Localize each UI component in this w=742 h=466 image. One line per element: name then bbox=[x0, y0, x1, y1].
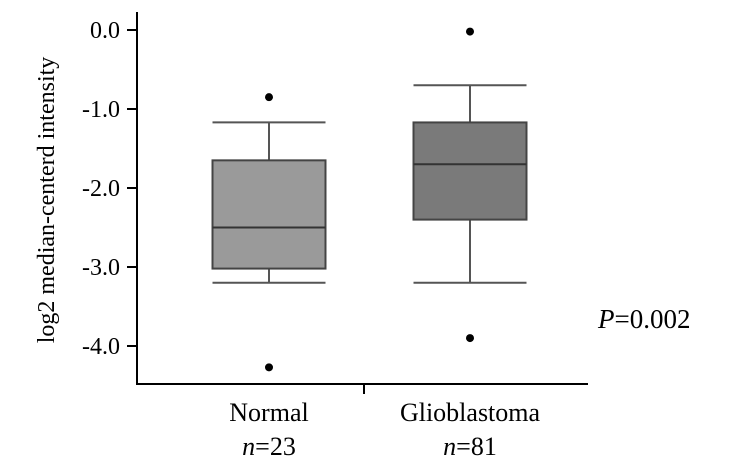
box-iqr bbox=[412, 121, 528, 221]
sample-size-symbol: n bbox=[443, 432, 456, 461]
y-tick-label: -1.0 bbox=[82, 97, 120, 123]
box-normal bbox=[211, 93, 327, 372]
y-axis-title: log2 median-centerd intensity bbox=[34, 57, 60, 344]
y-axis-ticks: 0.0 -1.0 -2.0 -3.0 -4.0 bbox=[82, 18, 137, 360]
y-tick-label: -4.0 bbox=[82, 334, 120, 360]
sample-size-value: =81 bbox=[456, 432, 497, 461]
outlier-point bbox=[265, 363, 273, 372]
outlier-point bbox=[466, 334, 474, 343]
sample-size-glioblastoma: n=81 bbox=[443, 432, 497, 461]
category-label-glioblastoma: Glioblastoma bbox=[400, 398, 541, 427]
y-tick-label: -3.0 bbox=[82, 255, 120, 281]
box-series bbox=[211, 27, 528, 372]
outlier-point bbox=[466, 27, 474, 36]
outlier-point bbox=[265, 93, 273, 102]
y-tick-label: -2.0 bbox=[82, 176, 120, 202]
sample-size-symbol: n bbox=[242, 432, 255, 461]
p-value-number: =0.002 bbox=[615, 304, 691, 334]
box-glioblastoma bbox=[412, 27, 528, 343]
sample-size-normal: n=23 bbox=[242, 432, 296, 461]
y-tick-label: 0.0 bbox=[90, 18, 120, 44]
p-value-annotation: P=0.002 bbox=[597, 304, 690, 334]
box-iqr bbox=[211, 159, 327, 270]
category-label-normal: Normal bbox=[229, 398, 308, 427]
sample-size-value: =23 bbox=[255, 432, 296, 461]
p-value-symbol: P bbox=[597, 304, 615, 334]
